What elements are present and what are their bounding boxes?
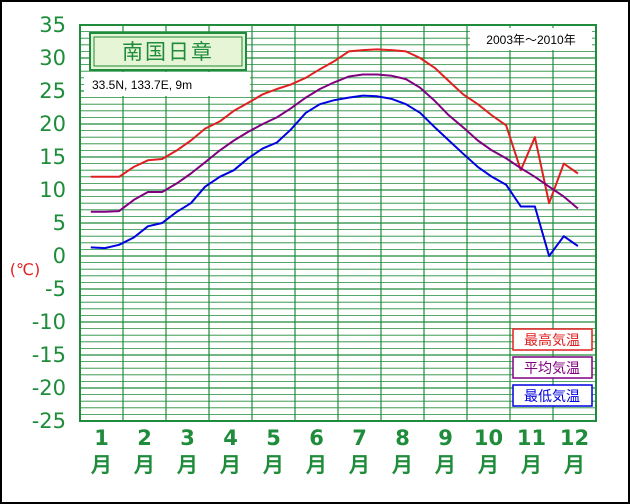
y-unit-label: (℃)	[10, 260, 40, 279]
y-tick-label: -15	[32, 343, 66, 367]
x-tick-month-number: 7	[352, 426, 367, 450]
x-tick-month-number: 3	[180, 426, 195, 450]
y-tick-label: 25	[39, 79, 66, 103]
x-tick-month-suffix: 月	[90, 453, 112, 477]
x-tick-month-suffix: 月	[563, 453, 585, 477]
y-tick-label: 30	[39, 46, 66, 70]
location-box	[84, 72, 250, 96]
title-box-inner	[93, 36, 243, 67]
legend-box-1	[512, 328, 593, 351]
y-tick-label: 0	[53, 244, 66, 268]
plot-frame	[79, 24, 597, 422]
x-tick-month-suffix: 月	[262, 453, 284, 477]
station-name: 南国日章	[122, 40, 214, 64]
series-lines	[90, 48, 579, 257]
x-tick-month-number: 10	[474, 426, 503, 450]
x-tick-month-number: 12	[560, 426, 589, 450]
x-tick-month-suffix: 月	[305, 453, 327, 477]
x-tick-month-suffix: 月	[219, 453, 241, 477]
station-location: 33.5N, 133.7E, 9m	[92, 78, 192, 92]
y-tick-label: 10	[39, 178, 66, 202]
series-line-3	[90, 94, 579, 257]
data-period: 2003年～2010年	[486, 33, 575, 47]
legend-box-2	[512, 356, 593, 379]
station-title-box: 南国日章	[89, 32, 247, 71]
y-tick-label: -5	[45, 277, 66, 301]
y-tick-label: 35	[39, 13, 66, 37]
x-tick-month-number: 1	[94, 426, 109, 450]
x-tick-month-number: 9	[438, 426, 453, 450]
x-tick-month-suffix: 月	[477, 453, 499, 477]
x-tick-month-number: 5	[266, 426, 281, 450]
x-tick-month-suffix: 月	[348, 453, 370, 477]
y-tick-label: -25	[32, 409, 66, 433]
x-tick-month-suffix: 月	[391, 453, 413, 477]
x-tick-month-suffix: 月	[133, 453, 155, 477]
legend-box-3	[512, 384, 593, 407]
x-tick-month-number: 8	[395, 426, 410, 450]
legend-label-2: 平均気温	[524, 361, 580, 377]
x-tick-month-number: 11	[517, 426, 546, 450]
y-tick-label: -20	[32, 376, 66, 400]
series-line-2	[90, 73, 579, 213]
x-tick-month-number: 4	[223, 426, 238, 450]
x-tick-month-number: 2	[137, 426, 152, 450]
y-tick-label: 15	[39, 145, 66, 169]
y-tick-label: 20	[39, 112, 66, 136]
legend-label-1: 最高気温	[524, 332, 580, 349]
y-tick-labels: 35 30 25 20 15 10 5 0 -5 -10 -15 -20 -25	[32, 13, 66, 433]
period-box	[470, 28, 592, 50]
y-tick-label: -10	[32, 310, 66, 334]
y-tick-label: 5	[53, 211, 66, 235]
x-tick-month-number: 6	[309, 426, 324, 450]
x-tick-month-suffix: 月	[520, 453, 542, 477]
legend-label-3: 最低気温	[524, 389, 580, 405]
series-line-1	[90, 48, 579, 205]
title-box-outer	[89, 32, 247, 71]
x-tick-month-suffix: 月	[176, 453, 198, 477]
x-tick-month-suffix: 月	[434, 453, 456, 477]
